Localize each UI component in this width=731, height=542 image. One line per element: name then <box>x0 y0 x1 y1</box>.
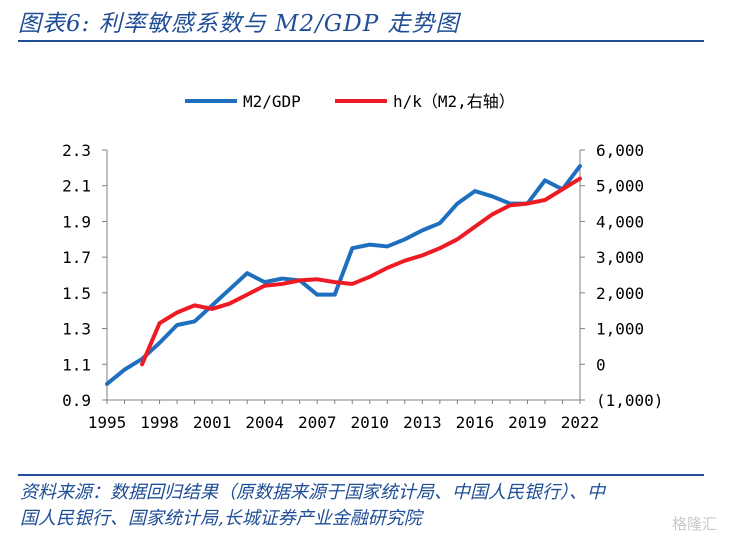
right-tick-label: 1,000 <box>596 320 644 339</box>
series-line-h-k <box>140 176 582 367</box>
series-layer <box>105 164 582 386</box>
legend-label: M2/GDP <box>243 92 301 111</box>
legend-label: h/k（M2,右轴） <box>393 92 515 111</box>
x-tick-label: 2004 <box>245 413 284 432</box>
x-tick-label: 2001 <box>193 413 232 432</box>
source-line-1: 资料来源：数据回归结果（原数据来源于国家统计局、中国人民银行）、中 <box>20 482 605 503</box>
right-tick-label: 5,000 <box>596 177 644 196</box>
left-tick-label: 2.3 <box>62 141 91 160</box>
right-tick-label: 2,000 <box>596 284 644 303</box>
chart-title: 图表6: 利率敏感系数与 M2/GDP 走势图 <box>18 11 460 37</box>
chart-legend: M2/GDP h/k（M2,右轴） <box>185 92 515 111</box>
right-axis-ticks: 6,000 5,000 4,000 3,000 2,000 1,000 0 (1,000) <box>580 141 663 410</box>
x-tick-label: 1995 <box>88 413 127 432</box>
x-tick-label: 2010 <box>351 413 390 432</box>
x-tick-label: 2016 <box>456 413 495 432</box>
left-axis-ticks: 2.3 2.1 1.9 1.7 1.5 1.3 1.1 0.9 <box>62 141 107 410</box>
line-chart: 2.3 2.1 1.9 1.7 1.5 1.3 1.1 0.9 6,000 5,000 4,000… <box>62 92 663 432</box>
x-tick-label: 2013 <box>403 413 442 432</box>
x-tick-label: 2007 <box>298 413 337 432</box>
title-divider <box>18 40 704 42</box>
x-axis-ticks: 1995 1998 2001 2004 2007 2010 2013 2016 2019 2022 <box>88 400 600 432</box>
left-tick-label: 1.9 <box>62 212 91 231</box>
left-tick-label: 1.1 <box>62 355 91 374</box>
source-line-2: 国人民银行、国家统计局,长城证券产业金融研究院 <box>20 508 422 529</box>
watermark-logo: 格隆汇 <box>671 515 717 533</box>
x-tick-label: 2022 <box>561 413 600 432</box>
footer-divider <box>18 474 704 476</box>
chart-axes <box>106 150 581 401</box>
left-tick-label: 1.7 <box>62 248 91 267</box>
right-tick-label: 3,000 <box>596 248 644 267</box>
left-tick-label: 0.9 <box>62 391 91 410</box>
x-tick-label: 1998 <box>140 413 179 432</box>
right-tick-label: 0 <box>596 355 606 374</box>
right-tick-label: (1,000) <box>596 391 663 410</box>
series-line-m2-gdp <box>105 164 582 386</box>
right-tick-label: 4,000 <box>596 212 644 231</box>
left-tick-label: 1.5 <box>62 284 91 303</box>
left-tick-label: 1.3 <box>62 320 91 339</box>
left-tick-label: 2.1 <box>62 177 91 196</box>
right-tick-label: 6,000 <box>596 141 644 160</box>
source-note: 资料来源：数据回归结果（原数据来源于国家统计局、中国人民银行）、中 国人民银行、… <box>20 480 710 532</box>
x-tick-label: 2019 <box>508 413 547 432</box>
